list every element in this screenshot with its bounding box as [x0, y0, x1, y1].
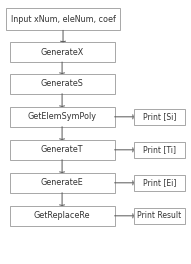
Text: GetElemSymPoly: GetElemSymPoly — [28, 112, 97, 121]
Text: Print [Ti]: Print [Ti] — [143, 145, 176, 154]
FancyBboxPatch shape — [10, 173, 115, 193]
Text: GenerateE: GenerateE — [41, 178, 83, 187]
Text: GenerateT: GenerateT — [41, 145, 83, 154]
Text: GetReplaceRe: GetReplaceRe — [34, 211, 90, 220]
FancyBboxPatch shape — [134, 109, 185, 125]
FancyBboxPatch shape — [10, 107, 115, 127]
FancyBboxPatch shape — [10, 74, 115, 94]
FancyBboxPatch shape — [134, 142, 185, 158]
Text: Input xNum, eleNum, coef: Input xNum, eleNum, coef — [11, 15, 116, 24]
Text: Print Result: Print Result — [137, 211, 182, 220]
FancyBboxPatch shape — [10, 42, 115, 62]
FancyBboxPatch shape — [6, 8, 120, 30]
FancyBboxPatch shape — [10, 206, 115, 226]
Text: GenerateX: GenerateX — [40, 48, 84, 57]
FancyBboxPatch shape — [134, 175, 185, 191]
FancyBboxPatch shape — [10, 140, 115, 160]
Text: Print [Si]: Print [Si] — [143, 112, 176, 121]
Text: Print [Ei]: Print [Ei] — [143, 178, 176, 187]
FancyBboxPatch shape — [134, 208, 185, 224]
Text: GenerateS: GenerateS — [41, 79, 83, 88]
